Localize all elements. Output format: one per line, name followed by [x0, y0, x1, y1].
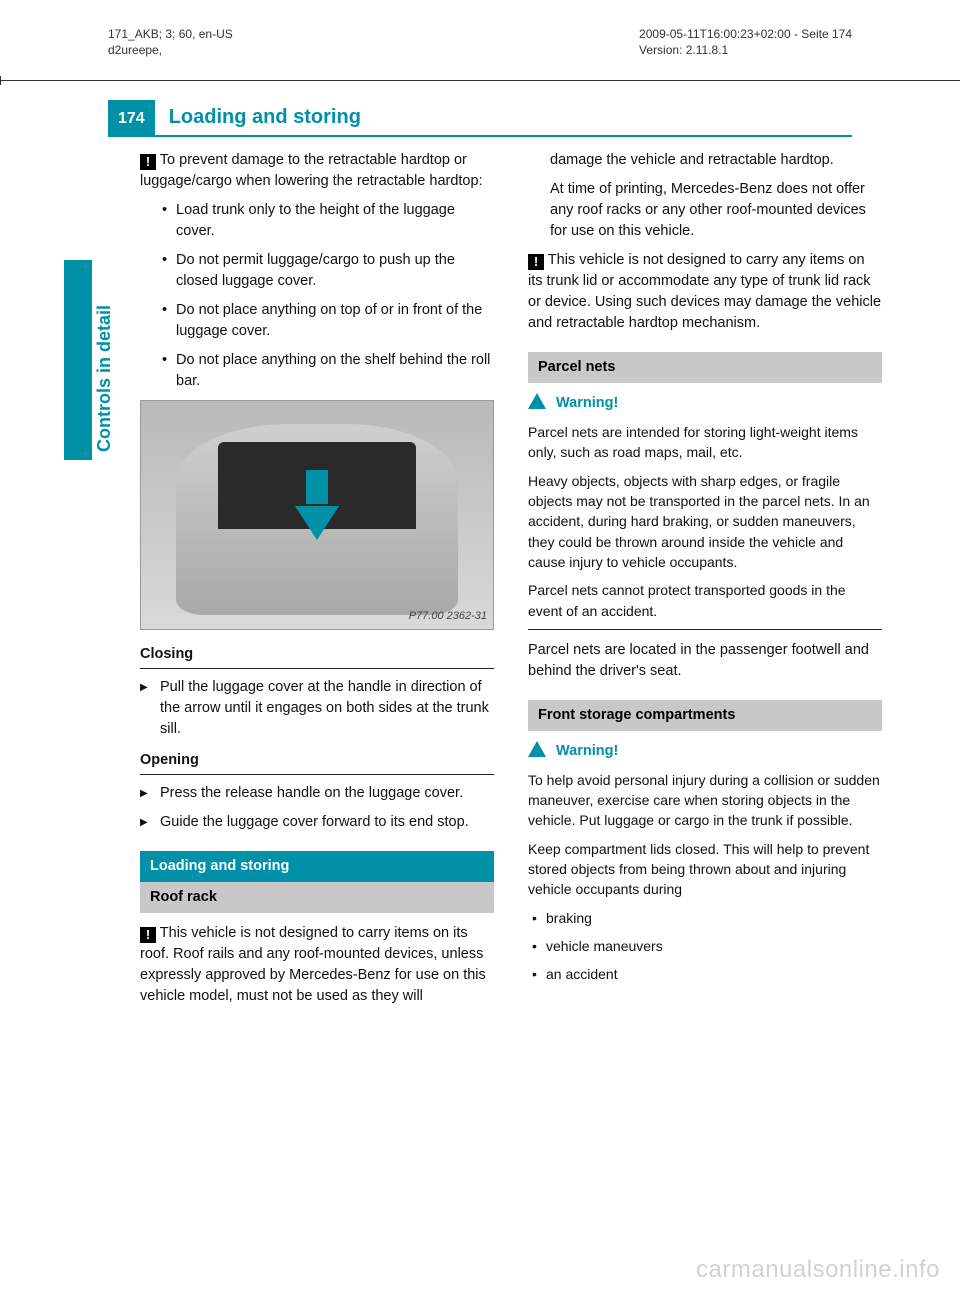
- side-tab: [64, 260, 92, 460]
- meta-right-l2: Version: 2.11.8.1: [639, 42, 852, 58]
- column-left: ! To prevent damage to the retractable h…: [140, 150, 494, 1262]
- note-bullet: Load trunk only to the height of the lug…: [162, 200, 494, 242]
- note-bullet: Do not place anything on the shelf behin…: [162, 350, 494, 392]
- opening-heading: Opening: [140, 750, 494, 775]
- front-warn-item: an accident: [532, 964, 882, 984]
- note-icon: !: [140, 927, 156, 943]
- front-warn-item: braking: [532, 908, 882, 928]
- figure-trunk: P77.00 2362-31: [140, 400, 494, 630]
- closing-steps: Pull the luggage cover at the handle in …: [140, 677, 494, 740]
- opening-steps: Press the release handle on the luggage …: [140, 783, 494, 833]
- section-parcel-nets: Parcel nets: [528, 352, 882, 383]
- opening-step: Press the release handle on the luggage …: [140, 783, 494, 804]
- warning-icon: [528, 741, 546, 757]
- top-divider: [0, 80, 960, 81]
- trunk-note: ! This vehicle is not designed to carry …: [528, 250, 882, 334]
- section-loading-storing: Loading and storing: [140, 851, 494, 882]
- section-front-storage: Front storage compartments: [528, 700, 882, 731]
- column-right: damage the vehicle and retractable hardt…: [528, 150, 882, 1262]
- closing-heading: Closing: [140, 644, 494, 669]
- note-bullet: Do not place anything on top of or in fr…: [162, 300, 494, 342]
- front-warn-2: Keep compartment lids closed. This will …: [528, 839, 882, 900]
- header-meta: 171_AKB; 3; 60, en-US d2ureepe, 2009-05-…: [108, 26, 852, 58]
- warning-icon: [528, 393, 546, 409]
- content: ! To prevent damage to the retractable h…: [140, 150, 882, 1262]
- meta-left: 171_AKB; 3; 60, en-US d2ureepe,: [108, 26, 233, 58]
- parcel-warn-3: Parcel nets cannot protect transported g…: [528, 580, 882, 630]
- page-number: 174: [108, 100, 155, 137]
- page-title: Loading and storing: [155, 100, 852, 137]
- note-intro: ! To prevent damage to the retractable h…: [140, 150, 494, 192]
- closing-step: Pull the luggage cover at the handle in …: [140, 677, 494, 740]
- note-intro-text: To prevent damage to the retractable har…: [140, 152, 483, 189]
- roof-note-text: This vehicle is not designed to carry it…: [140, 925, 486, 1004]
- parcel-body: Parcel nets are located in the passenger…: [528, 640, 882, 682]
- warning-label: Warning!: [556, 743, 618, 759]
- meta-left-l1: 171_AKB; 3; 60, en-US: [108, 26, 233, 42]
- front-warn-list: braking vehicle maneuvers an accident: [528, 908, 882, 985]
- figure-arrow-stem: [306, 470, 328, 504]
- opening-step: Guide the luggage cover forward to its e…: [140, 812, 494, 833]
- roof-cont-1: damage the vehicle and retractable hardt…: [528, 150, 882, 171]
- front-warn-item: vehicle maneuvers: [532, 936, 882, 956]
- note-icon: !: [140, 154, 156, 170]
- warning-label: Warning!: [556, 395, 618, 411]
- figure-caption: P77.00 2362-31: [409, 609, 487, 625]
- meta-left-l2: d2ureepe,: [108, 42, 233, 58]
- meta-right-l1: 2009-05-11T16:00:23+02:00 - Seite 174: [639, 26, 852, 42]
- warning-row: Warning!: [528, 741, 882, 762]
- section-roof-rack: Roof rack: [140, 882, 494, 913]
- page-header: 174 Loading and storing: [108, 100, 852, 137]
- roof-cont-2: At time of printing, Mercedes-Benz does …: [528, 179, 882, 242]
- warning-row: Warning!: [528, 393, 882, 414]
- note-icon: !: [528, 254, 544, 270]
- figure-arrow-head: [295, 506, 339, 540]
- page: 171_AKB; 3; 60, en-US d2ureepe, 2009-05-…: [0, 0, 960, 1302]
- roof-note: ! This vehicle is not designed to carry …: [140, 923, 494, 1007]
- meta-right: 2009-05-11T16:00:23+02:00 - Seite 174 Ve…: [639, 26, 852, 58]
- parcel-warn-1: Parcel nets are intended for storing lig…: [528, 422, 882, 463]
- trunk-note-text: This vehicle is not designed to carry an…: [528, 252, 881, 331]
- note-bullets: Load trunk only to the height of the lug…: [140, 200, 494, 392]
- side-tab-label: Controls in detail: [94, 305, 115, 452]
- note-bullet: Do not permit luggage/cargo to push up t…: [162, 250, 494, 292]
- front-warn-1: To help avoid personal injury during a c…: [528, 770, 882, 831]
- parcel-warn-2: Heavy objects, objects with sharp edges,…: [528, 471, 882, 572]
